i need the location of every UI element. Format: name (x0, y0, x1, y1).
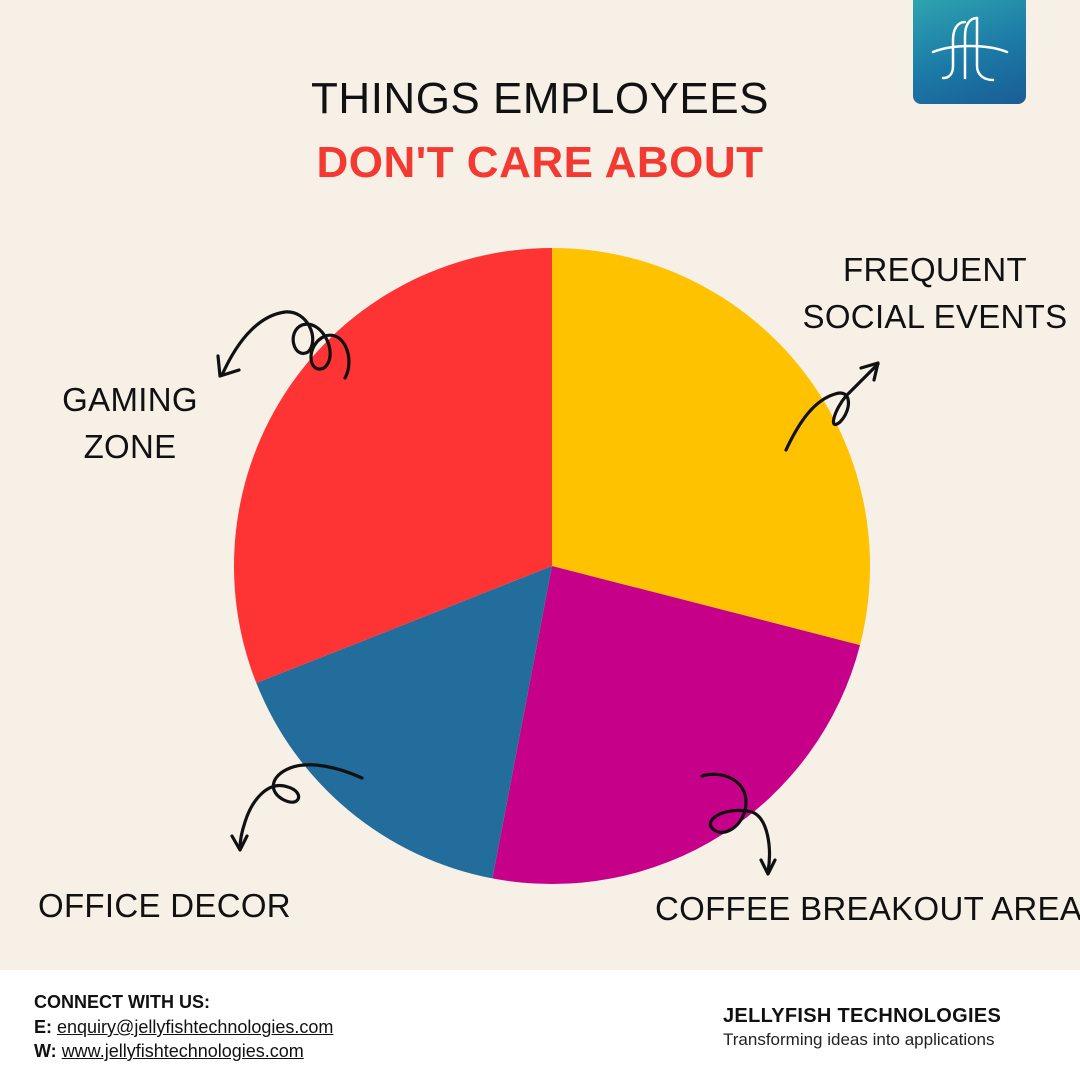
website-link[interactable]: www.jellyfishtechnologies.com (61, 1041, 304, 1061)
hand-drawn-arrow-icon-gaming (216, 310, 351, 380)
pie-slice-office-decor (256, 566, 552, 879)
company-name: JELLYFISH TECHNOLOGIES (723, 1005, 1002, 1027)
page-title-line2: DON'T CARE ABOUT (316, 138, 764, 187)
label-gaming-line1: GAMING (62, 381, 198, 418)
email-label: E: (34, 1017, 52, 1037)
label-gaming-zone: GAMING ZONE (40, 377, 220, 471)
hand-drawn-arrow-icon-coffee (700, 772, 777, 876)
footer: CONNECT WITH US: E: enquiry@jellyfishtec… (0, 970, 1080, 1080)
label-gaming-line2: ZONE (83, 427, 177, 465)
pie-slice-coffee-breakout-area (492, 566, 861, 885)
jellyfish-logo-icon[interactable] (913, 0, 1026, 104)
page-title-line1: THINGS EMPLOYEES (311, 74, 769, 123)
connect-title: CONNECT WITH US: (34, 992, 210, 1012)
label-social-line2: SOCIAL EVENTS (802, 297, 1068, 335)
company-tagline: Transforming ideas into applications (723, 1030, 995, 1049)
label-office-decor: OFFICE DECOR (38, 887, 291, 924)
label-social-line1: FREQUENT (843, 251, 1027, 288)
label-frequent-social-events: FREQUENT SOCIAL EVENTS (800, 247, 1070, 341)
website-row: W: www.jellyfishtechnologies.com (34, 1041, 304, 1062)
website-label: W: (34, 1041, 57, 1061)
hand-drawn-arrow-icon-office (230, 763, 364, 852)
pie-chart (216, 248, 880, 885)
pie-slice-frequent-social-events (552, 248, 870, 646)
pie-slice-gaming-zone (234, 248, 552, 684)
hand-drawn-arrow-icon-social (784, 361, 880, 452)
email-row: E: enquiry@jellyfishtechnologies.com (34, 1017, 333, 1038)
label-coffee-breakout-area: COFFEE BREAKOUT AREA (655, 890, 1080, 927)
email-link[interactable]: enquiry@jellyfishtechnologies.com (57, 1017, 334, 1037)
